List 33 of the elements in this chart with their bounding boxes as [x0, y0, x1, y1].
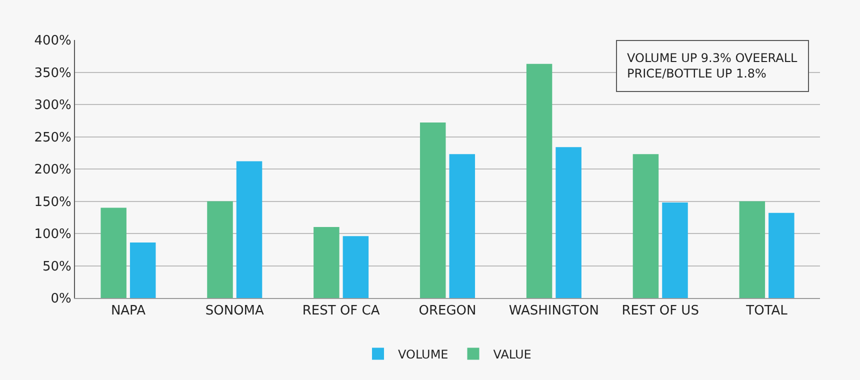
bar — [207, 201, 233, 298]
bar — [342, 236, 369, 298]
bar — [526, 64, 552, 298]
legend-label: VALUE — [493, 347, 532, 362]
x-tick-label: TOTAL — [745, 304, 788, 319]
y-tick-label: 400% — [34, 34, 72, 49]
y-tick-label: 150% — [34, 194, 72, 210]
bar — [236, 161, 262, 298]
x-tick-label: OREGON — [418, 304, 476, 319]
y-tick-label: 300% — [34, 98, 72, 114]
x-tick-label: WASHINGTON — [508, 304, 599, 319]
x-tick-label: SONOMA — [205, 304, 264, 319]
y-tick-label: 100% — [34, 227, 72, 242]
bar — [632, 154, 659, 298]
bar — [314, 227, 340, 298]
legend-label: VOLUME — [398, 347, 448, 362]
bar — [100, 208, 126, 298]
bar — [130, 242, 156, 298]
bar — [662, 202, 688, 298]
bar — [739, 201, 766, 298]
bar — [556, 147, 582, 298]
x-tick-label: REST OF CA — [302, 304, 380, 319]
annotation: VOLUME UP 9.3% OVEERALL PRICE/BOTTLE UP 1.8% — [627, 51, 798, 81]
y-tick-label: 250% — [34, 130, 72, 146]
bar — [768, 212, 794, 298]
y-tick-label: 0% — [50, 292, 72, 307]
bar — [449, 154, 476, 298]
x-tick-label: REST OF US — [622, 304, 699, 319]
y-tick-label: 50% — [42, 259, 72, 274]
y-tick-label: 350% — [34, 66, 72, 81]
y-tick-label: 200% — [34, 162, 72, 178]
bar — [420, 122, 446, 298]
x-tick-label: NAPA — [110, 304, 146, 319]
